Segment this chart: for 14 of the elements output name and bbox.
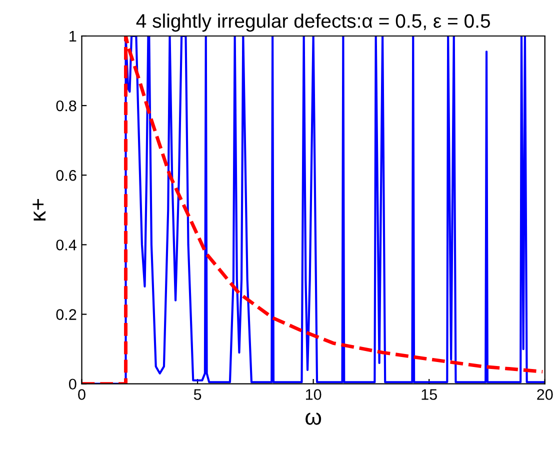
y-axis-title: κ+: [32, 198, 46, 220]
y-tick-label: 1: [70, 31, 76, 42]
x-tick-label: 15: [422, 389, 437, 400]
y-tick-label: 0.4: [56, 240, 76, 250]
chart-title: 4 slightly irregular defects:α = 0.5, ε = 0.5: [136, 14, 490, 32]
x-axis-title: ω: [306, 412, 322, 425]
x-tick-label: 20: [537, 389, 553, 400]
y-tick-label: 0.8: [56, 100, 76, 112]
y-tick-label: 0: [69, 378, 76, 390]
y-tick-label: 0.6: [56, 170, 76, 181]
y-tick-label: 0.2: [56, 309, 76, 320]
x-tick-label: 10: [306, 389, 322, 400]
x-tick-label: 5: [194, 389, 202, 400]
x-tick-label: 0: [78, 389, 86, 400]
